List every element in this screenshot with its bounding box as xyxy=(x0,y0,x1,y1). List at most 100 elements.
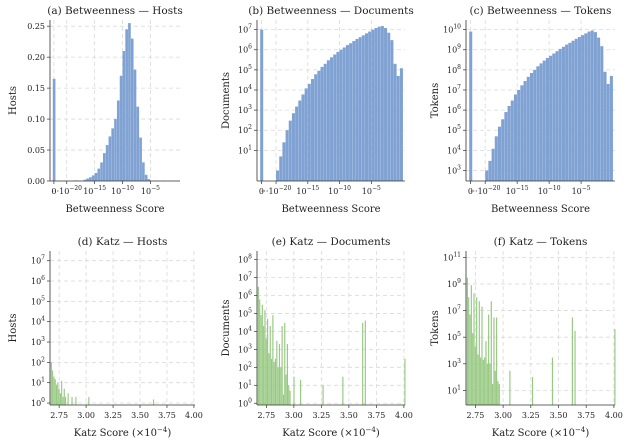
y-tick-label: 109 xyxy=(447,278,461,289)
histogram-bar xyxy=(364,33,369,181)
histogram-bar xyxy=(520,85,524,181)
histogram-bar xyxy=(125,29,128,181)
histogram-bar xyxy=(468,297,470,405)
histogram-bar xyxy=(364,320,366,405)
y-tick-label: 105 xyxy=(447,124,461,135)
histogram-bar xyxy=(281,326,283,405)
x-tick-label: 10−5 xyxy=(362,185,381,196)
x-tick-label: 10−10 xyxy=(538,185,561,196)
histogram-bar xyxy=(531,377,534,405)
histogram-bar xyxy=(108,136,112,181)
y-axis-label: Documents xyxy=(221,72,232,129)
y-tick-label: 103 xyxy=(238,343,252,354)
chart-panel-6: 101 103 105 107 109 1011 2.75 3.00 3.25 3.50 3.75 4… xyxy=(430,236,623,439)
y-tick-label: 105 xyxy=(31,295,45,306)
histogram-bar xyxy=(404,358,406,405)
histogram-bar xyxy=(371,29,375,181)
histogram-bar xyxy=(473,293,475,405)
histogram-bar xyxy=(470,285,472,405)
histogram-bar xyxy=(58,388,60,405)
histogram-bar xyxy=(342,376,344,405)
histogram-bar xyxy=(282,394,285,405)
histogram-bar xyxy=(257,286,259,405)
histogram-bar xyxy=(587,31,591,181)
y-tick-label: 0.25 xyxy=(27,22,45,31)
x-tick-label: 3.00 xyxy=(285,411,303,420)
y-tick-label: 0.05 xyxy=(27,146,45,155)
x-tick-label: 10−15 xyxy=(506,185,529,196)
histogram-bar xyxy=(552,53,556,181)
y-tick-label: 0.15 xyxy=(27,84,45,93)
histogram-bar xyxy=(152,399,155,405)
y-tick-label: 100 xyxy=(238,397,252,408)
x-tick-label: 3.50 xyxy=(550,411,568,420)
histogram-bar xyxy=(91,175,95,181)
histogram-bar xyxy=(259,299,261,405)
histogram-bar xyxy=(349,43,353,181)
x-axis-label: Katz Score (×10−4) xyxy=(492,426,590,439)
histogram-bar xyxy=(577,36,581,181)
histogram-bar xyxy=(83,179,87,181)
y-tick-label: 104 xyxy=(447,144,461,155)
x-tick-label: ···10−20 xyxy=(470,185,501,196)
histogram-bar xyxy=(489,363,491,405)
histogram-bar xyxy=(260,29,264,181)
histogram-bar xyxy=(263,326,265,405)
x-tick-label: 10−15 xyxy=(296,185,319,196)
histogram-bar xyxy=(278,343,281,405)
histogram-bar xyxy=(533,69,537,181)
histogram-bar xyxy=(384,28,388,181)
histogram-bar xyxy=(320,66,324,181)
histogram-bar xyxy=(488,314,490,405)
histogram-bar xyxy=(307,83,311,181)
y-tick-label: 108 xyxy=(238,254,252,265)
chart-title: (b) Betweenness — Documents xyxy=(248,5,413,17)
histogram-bar xyxy=(61,381,63,405)
histogram-bar xyxy=(333,54,337,181)
histogram-bar xyxy=(606,83,610,181)
histogram-bar xyxy=(469,31,473,181)
y-tick-label: 106 xyxy=(238,289,252,300)
y-tick-label: 103 xyxy=(447,164,461,175)
histogram-bar xyxy=(86,178,89,181)
x-tick-label: 10−5 xyxy=(141,185,160,196)
histogram-bar xyxy=(484,357,486,405)
x-axis-label: Betweenness Score xyxy=(65,204,164,215)
histogram-bar xyxy=(536,66,540,181)
x-tick-label: 2.75 xyxy=(467,411,485,420)
histogram-bar xyxy=(67,393,69,405)
y-tick-label: 101 xyxy=(447,384,461,395)
histogram-bar xyxy=(288,120,292,181)
x-tick-label: 2.75 xyxy=(50,411,68,420)
histogram-bar xyxy=(128,23,131,181)
histogram-bar xyxy=(496,317,498,405)
histogram-bar xyxy=(326,60,330,181)
histogram-bar xyxy=(510,100,514,181)
histogram-bar xyxy=(517,89,521,181)
y-tick-label: 103 xyxy=(31,336,45,347)
x-tick-label: 10−5 xyxy=(572,185,591,196)
histogram-bar xyxy=(368,31,372,181)
histogram-bar xyxy=(600,46,604,181)
histogram-bar xyxy=(291,113,295,181)
chart-title: (d) Katz — Hosts xyxy=(78,236,168,248)
histogram-bar xyxy=(358,37,362,181)
histogram-bar xyxy=(480,357,482,405)
y-tick-label: 102 xyxy=(31,356,45,367)
histogram-bar xyxy=(494,370,496,405)
histogram-bar xyxy=(314,74,318,181)
histogram-bar xyxy=(97,168,101,181)
histogram-bar xyxy=(285,130,289,181)
y-tick-label: 105 xyxy=(238,307,252,318)
histogram-bar xyxy=(597,37,601,181)
histogram-bar xyxy=(355,39,359,181)
histogram-bar xyxy=(265,338,267,405)
histogram-bar xyxy=(498,384,500,405)
histogram-bar xyxy=(323,63,327,181)
y-tick-label: 103 xyxy=(238,104,252,115)
x-tick-label: 0 xyxy=(468,187,473,196)
histogram-bar xyxy=(477,354,479,405)
histogram-bar xyxy=(523,80,527,181)
histogram-bar xyxy=(116,100,120,181)
